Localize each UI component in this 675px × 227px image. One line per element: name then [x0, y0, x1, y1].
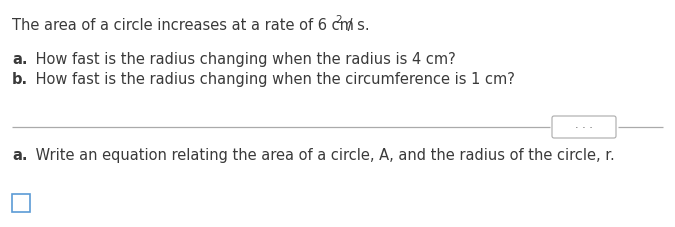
- Text: 2: 2: [335, 15, 342, 25]
- FancyBboxPatch shape: [12, 194, 30, 212]
- Text: How fast is the radius changing when the circumference is 1 cm?: How fast is the radius changing when the…: [31, 72, 515, 87]
- Text: / s.: / s.: [343, 18, 370, 33]
- Text: · · ·: · · ·: [575, 122, 593, 132]
- Text: The area of a circle increases at a rate of 6 cm: The area of a circle increases at a rate…: [12, 18, 354, 33]
- Text: b.: b.: [12, 72, 28, 87]
- Text: How fast is the radius changing when the radius is 4 cm?: How fast is the radius changing when the…: [31, 52, 456, 67]
- FancyBboxPatch shape: [552, 116, 616, 138]
- Text: Write an equation relating the area of a circle, A, and the radius of the circle: Write an equation relating the area of a…: [31, 147, 615, 162]
- Text: a.: a.: [12, 147, 28, 162]
- Text: a.: a.: [12, 52, 28, 67]
